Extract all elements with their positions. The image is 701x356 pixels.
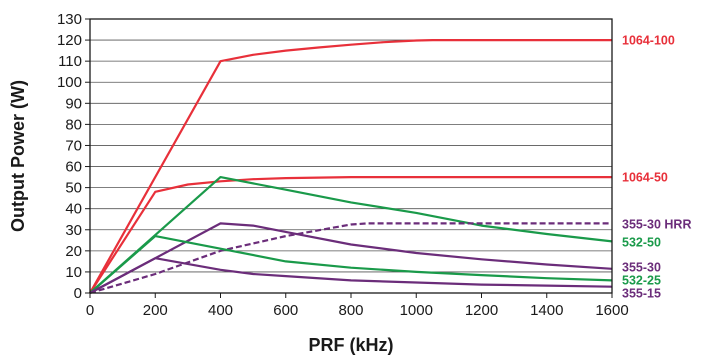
y-tick-label: 100 (57, 74, 82, 91)
series-labels: 1064-100 1064-50 532-50 355-30 HRR 355-30532… (622, 34, 691, 301)
y-tick-label: 50 (65, 180, 82, 197)
series-line-532-50 (89, 176, 613, 294)
y-tick-label: 40 (65, 201, 82, 218)
series-line-355-30-hrr (89, 222, 612, 295)
series-label-355-30-hrr: 355-30 HRR (622, 218, 691, 232)
x-tick-label: 1000 (400, 302, 433, 319)
y-tick-label: 90 (65, 95, 82, 112)
x-tick-label: 1600 (595, 302, 628, 319)
series-line-355-15 (89, 257, 613, 294)
series-label-355-15: 355-15 (622, 287, 661, 301)
x-tick-label: 1400 (530, 302, 563, 319)
y-tick-label: 70 (65, 137, 82, 154)
y-tick-label: 10 (65, 264, 82, 281)
series-label-532-25: 532-25 (622, 274, 661, 288)
series-label-1064-100: 1064-100 (622, 34, 675, 48)
x-axis-title: PRF (kHz) (309, 335, 394, 355)
y-tick-label: 120 (57, 32, 82, 49)
y-tick-label: 60 (65, 159, 82, 176)
gridlines (90, 39, 612, 273)
y-tick-label: 80 (65, 116, 82, 133)
series-lines (89, 38, 613, 295)
series-label-355-30: 355-30 (622, 261, 661, 275)
series-line-532-25 (89, 235, 613, 294)
y-axis-ticks: 0 10 20 30 40 50 60 70 80 90 100 110 120 130 (57, 11, 90, 302)
y-axis-title: Output Power (W) (8, 80, 28, 232)
x-axis-ticks: 0 200 400 600 800 1000 1200 1400 1600 (86, 293, 629, 319)
x-tick-label: 800 (338, 302, 363, 319)
series-line-355-30 (89, 222, 613, 294)
series-line-1064-50 (89, 176, 612, 294)
y-tick-label: 110 (58, 53, 82, 70)
x-tick-label: 200 (143, 302, 168, 319)
y-tick-label: 0 (74, 285, 82, 302)
series-line-1064-100 (89, 38, 612, 294)
y-tick-label: 20 (65, 243, 82, 260)
x-tick-label: 600 (273, 302, 298, 319)
y-tick-label: 130 (57, 11, 82, 28)
x-tick-label: 0 (86, 302, 94, 319)
x-tick-label: 400 (208, 302, 233, 319)
series-label-532-50: 532-50 (622, 236, 661, 250)
series-label-1064-50: 1064-50 (622, 171, 668, 185)
x-tick-label: 1200 (465, 302, 498, 319)
y-tick-label: 30 (65, 222, 82, 239)
